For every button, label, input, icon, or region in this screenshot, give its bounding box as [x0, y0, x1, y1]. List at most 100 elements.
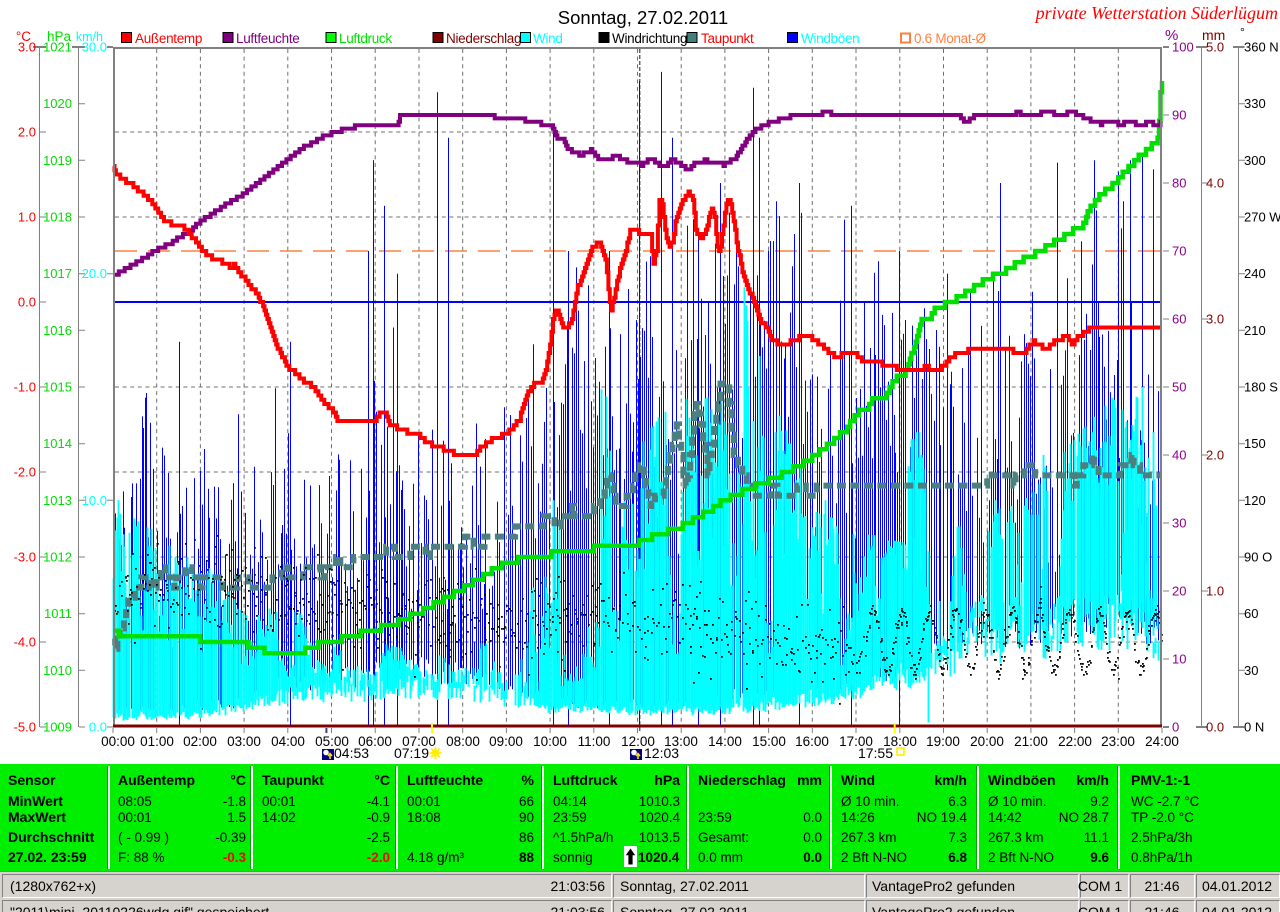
svg-text:0.6 Monat-Ø: 0.6 Monat-Ø [914, 31, 987, 46]
svg-text:01:00: 01:00 [140, 734, 174, 749]
svg-text:06:00: 06:00 [358, 734, 392, 749]
svg-text:08:00: 08:00 [446, 734, 480, 749]
svg-text:12:00: 12:00 [621, 734, 655, 749]
svg-text:Wind: Wind [533, 31, 563, 46]
svg-text:Windrichtung*: Windrichtung* [612, 31, 693, 46]
svg-text:1018: 1018 [43, 210, 72, 225]
svg-text:0 N: 0 N [1244, 720, 1264, 735]
svg-text:hPa: hPa [47, 29, 72, 44]
svg-text:17:55: 17:55 [858, 745, 893, 761]
svg-text:1015: 1015 [43, 380, 72, 395]
svg-text:13:00: 13:00 [664, 734, 698, 749]
svg-text:Luftdruck: Luftdruck [339, 31, 392, 46]
svg-text:1012: 1012 [43, 550, 72, 565]
svg-text:1009: 1009 [43, 720, 72, 735]
svg-text:1013: 1013 [43, 493, 72, 508]
svg-text:11:00: 11:00 [578, 734, 611, 749]
svg-text:330: 330 [1244, 96, 1266, 111]
svg-text:0.0: 0.0 [18, 295, 36, 310]
svg-text:270 W: 270 W [1244, 210, 1280, 225]
svg-text:-3.0: -3.0 [14, 550, 36, 565]
svg-text:Außentemp: Außentemp [135, 31, 202, 46]
svg-text:210: 210 [1244, 323, 1266, 338]
svg-text:70: 70 [1172, 244, 1186, 259]
svg-text:14:00: 14:00 [708, 734, 742, 749]
svg-text:3.0: 3.0 [18, 40, 36, 55]
svg-text:Sonntag, 27.02.2011: Sonntag, 27.02.2011 [558, 7, 728, 28]
svg-text:0.0: 0.0 [1206, 720, 1224, 735]
svg-text:1019: 1019 [43, 153, 72, 168]
svg-text:30: 30 [1172, 516, 1186, 531]
svg-text:02:00: 02:00 [183, 734, 217, 749]
svg-text:50: 50 [1172, 380, 1186, 395]
svg-text:150: 150 [1244, 436, 1266, 451]
svg-text:20:00: 20:00 [970, 734, 1004, 749]
svg-text:1016: 1016 [43, 323, 72, 338]
svg-text:22:00: 22:00 [1058, 734, 1092, 749]
svg-text:240: 240 [1244, 266, 1266, 281]
svg-text:19:00: 19:00 [926, 734, 960, 749]
svg-text:90 O: 90 O [1244, 550, 1272, 565]
svg-text:180 S: 180 S [1244, 380, 1278, 395]
svg-text:60: 60 [1172, 312, 1186, 327]
svg-text:mm: mm [1202, 27, 1225, 43]
svg-text:-4.0: -4.0 [14, 635, 36, 650]
svg-text:80: 80 [1172, 176, 1186, 191]
svg-text:Taupunkt: Taupunkt [701, 31, 754, 46]
svg-text:09:00: 09:00 [489, 734, 523, 749]
svg-text:17:00: 17:00 [839, 734, 873, 749]
svg-text:°C: °C [16, 29, 31, 44]
svg-text:-5.0: -5.0 [14, 720, 36, 735]
svg-text:1.0: 1.0 [18, 210, 36, 225]
svg-text:00:00: 00:00 [101, 734, 135, 749]
svg-text:10: 10 [1172, 652, 1186, 667]
svg-text:30: 30 [1244, 663, 1258, 678]
svg-text:°: ° [1240, 25, 1245, 39]
svg-text:10:00: 10:00 [533, 734, 567, 749]
svg-text:1.0: 1.0 [1206, 584, 1224, 599]
svg-text:23:00: 23:00 [1101, 734, 1135, 749]
svg-text:0.0: 0.0 [89, 720, 107, 735]
svg-text:2.0: 2.0 [1206, 448, 1224, 463]
svg-text:360 N: 360 N [1244, 40, 1279, 55]
svg-text:-2.0: -2.0 [14, 465, 36, 480]
svg-text:2.0: 2.0 [18, 125, 36, 140]
svg-text:%: % [1165, 27, 1178, 44]
svg-text:90: 90 [1172, 108, 1186, 123]
svg-text:300: 300 [1244, 153, 1266, 168]
svg-text:40: 40 [1172, 448, 1186, 463]
svg-text:10.0: 10.0 [82, 493, 107, 508]
svg-text:100: 100 [1172, 40, 1194, 55]
svg-text:Luftfeuchte: Luftfeuchte [236, 31, 300, 46]
svg-text:60: 60 [1244, 606, 1258, 621]
svg-text:0: 0 [1172, 720, 1179, 735]
svg-text:1020: 1020 [43, 96, 72, 111]
svg-text:21:00: 21:00 [1014, 734, 1048, 749]
svg-text:15:00: 15:00 [752, 734, 786, 749]
svg-text:30.0: 30.0 [82, 40, 107, 55]
svg-text:3.0: 3.0 [1206, 312, 1224, 327]
svg-text:12:03: 12:03 [644, 745, 679, 761]
svg-text:-1.0: -1.0 [14, 380, 36, 395]
svg-text:1011: 1011 [44, 606, 72, 621]
svg-text:05:00: 05:00 [315, 734, 349, 749]
svg-text:120: 120 [1244, 493, 1266, 508]
svg-text:18:00: 18:00 [883, 734, 917, 749]
svg-text:04:53: 04:53 [334, 745, 369, 761]
svg-text:private Wetterstation Süderlüg: private Wetterstation Süderlügum [1034, 3, 1278, 23]
svg-text:03:00: 03:00 [227, 734, 261, 749]
svg-text:1010: 1010 [43, 663, 72, 678]
svg-text:20: 20 [1172, 584, 1186, 599]
svg-text:Niederschlag: Niederschlag [446, 31, 521, 46]
svg-text:16:00: 16:00 [795, 734, 829, 749]
svg-text:km/h: km/h [76, 30, 103, 44]
svg-text:4.0: 4.0 [1206, 176, 1224, 191]
svg-text:5.0: 5.0 [1206, 40, 1224, 55]
svg-text:1014: 1014 [43, 436, 72, 451]
svg-text:07:00: 07:00 [402, 734, 436, 749]
svg-text:20.0: 20.0 [82, 266, 107, 281]
svg-text:07:19: 07:19 [394, 745, 429, 761]
svg-text:24:00: 24:00 [1145, 734, 1179, 749]
svg-text:04:00: 04:00 [271, 734, 305, 749]
svg-text:Windböen: Windböen [801, 31, 859, 46]
